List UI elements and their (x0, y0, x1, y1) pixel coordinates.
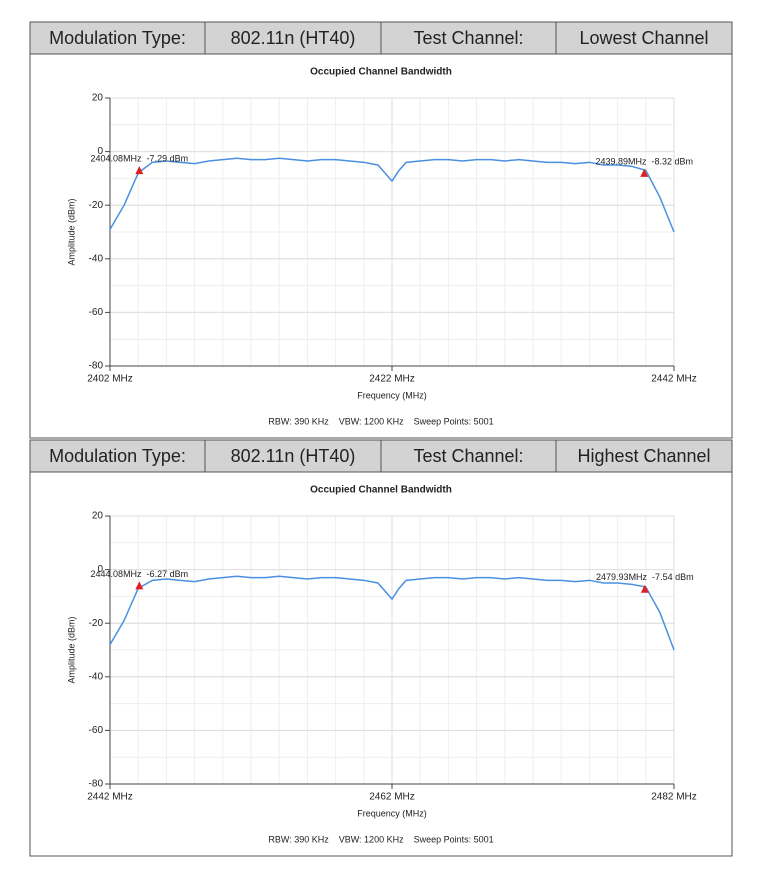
y-tick-label: -60 (89, 307, 104, 318)
trace (109, 157, 675, 233)
marker-label: 2444.08MHz -6.27 dBm (91, 569, 189, 579)
header-cell (555, 439, 733, 473)
x-tick-label: 2422 MHz (369, 374, 415, 385)
y-tick-label: 0 (97, 146, 103, 157)
header-cell (380, 21, 557, 55)
y-tick-label: 20 (92, 511, 104, 522)
y-tick-label: -60 (89, 725, 104, 736)
header-text: 802.11n (HT40) (231, 28, 356, 48)
header-text: Modulation Type: (49, 446, 186, 466)
chart-title: Occupied Channel Bandwidth (310, 485, 452, 496)
x-tick-label: 2442 MHz (651, 374, 697, 385)
marker (135, 581, 144, 590)
trace (109, 575, 675, 651)
x-axis-label: Frequency (MHz) (357, 808, 427, 818)
marker (135, 166, 144, 175)
y-tick-label: -40 (89, 253, 104, 264)
marker (640, 584, 649, 593)
x-tick-label: 2482 MHz (651, 792, 697, 803)
y-axis-label: Amplitude (dBm) (66, 616, 76, 683)
panel (29, 471, 733, 857)
chart-title: Occupied Channel Bandwidth (310, 67, 452, 78)
header-text: Test Channel: (413, 446, 523, 466)
header-text: Test Channel: (413, 28, 523, 48)
header-text: Modulation Type: (49, 28, 186, 48)
header-cell (204, 439, 382, 473)
y-tick-label: 0 (97, 564, 103, 575)
footer: RBW: 390 KHz VBW: 1200 KHz Sweep Points:… (268, 416, 493, 426)
header-text: Highest Channel (577, 446, 710, 466)
marker-label: 2439.89MHz -8.32 dBm (595, 156, 693, 166)
marker-label: 2404.08MHz -7.29 dBm (91, 154, 189, 164)
header-cell (204, 21, 382, 55)
x-tick-label: 2402 MHz (87, 374, 133, 385)
footer: RBW: 390 KHz VBW: 1200 KHz Sweep Points:… (268, 834, 493, 844)
header-cell (555, 21, 733, 55)
y-tick-label: -80 (89, 779, 104, 790)
header-text: 802.11n (HT40) (231, 446, 356, 466)
header-text: Lowest Channel (579, 28, 708, 48)
x-tick-label: 2462 MHz (369, 792, 415, 803)
header-cell (29, 21, 206, 55)
y-tick-label: -40 (89, 671, 104, 682)
y-tick-label: -20 (89, 200, 104, 211)
panel (29, 53, 733, 439)
y-axis-label: Amplitude (dBm) (66, 198, 76, 265)
y-tick-label: -80 (89, 361, 104, 372)
header-cell (380, 439, 557, 473)
y-tick-label: -20 (89, 618, 104, 629)
header-cell (29, 439, 206, 473)
marker (640, 168, 649, 177)
x-tick-label: 2442 MHz (87, 792, 133, 803)
marker-label: 2479.93MHz -7.54 dBm (596, 572, 694, 582)
y-tick-label: 20 (92, 93, 104, 104)
x-axis-label: Frequency (MHz) (357, 390, 427, 400)
